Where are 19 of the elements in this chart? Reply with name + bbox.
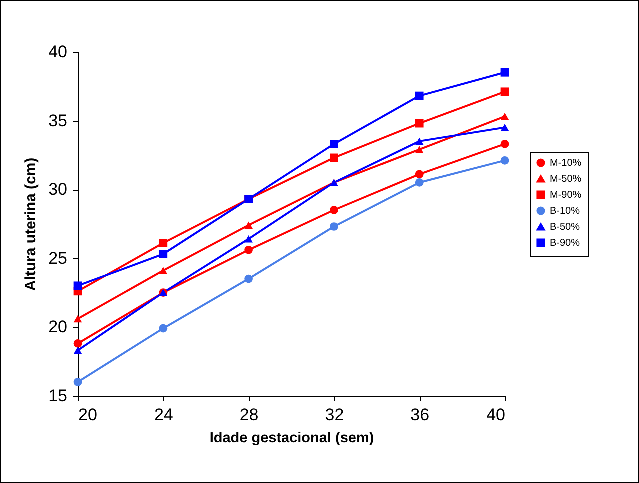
- x-tick-label: 32: [325, 406, 344, 424]
- legend-label: B-90%: [550, 238, 580, 249]
- legend-label: M-90%: [550, 190, 582, 201]
- y-tick-label: 30: [48, 180, 68, 200]
- x-tick-label: 28: [240, 406, 259, 424]
- legend-label: M-50%: [550, 174, 582, 185]
- y-tick-label: 35: [48, 111, 68, 130]
- y-tick-label: 40: [48, 42, 68, 62]
- x-tick-label: 20: [78, 406, 98, 424]
- y-axis-title: Altura uterina (cm): [22, 158, 40, 292]
- y-tick-label: 20: [48, 318, 68, 337]
- legend-label: B-10%: [550, 206, 580, 217]
- legend-label: B-50%: [550, 222, 580, 233]
- y-tick-label: 15: [48, 386, 68, 406]
- x-tick-label: 24: [154, 406, 174, 424]
- y-tick-label: 25: [48, 248, 68, 268]
- legend-label: M-10%: [550, 158, 582, 169]
- x-tick-label: 40: [486, 406, 506, 424]
- x-tick-label: 36: [410, 406, 430, 424]
